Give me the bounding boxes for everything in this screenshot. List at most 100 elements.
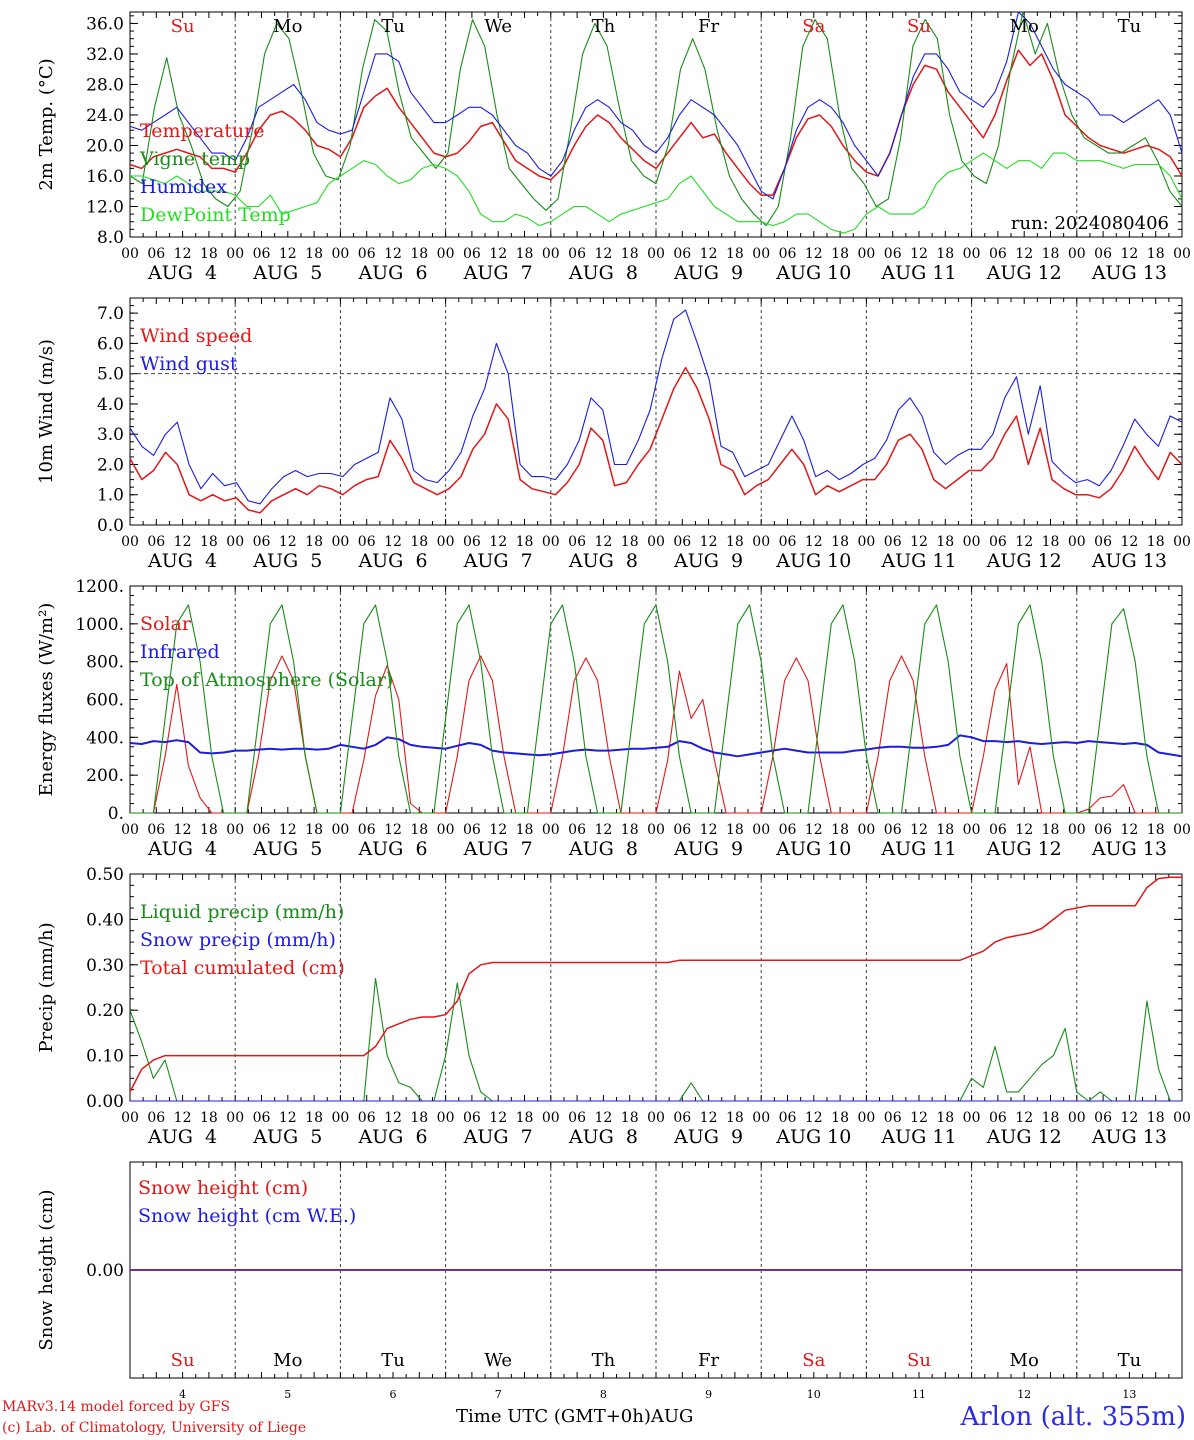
hour-label: 12: [384, 822, 402, 838]
hour-label: 12: [700, 822, 718, 838]
weekday-label: Su: [171, 1350, 195, 1371]
day-label: AUG 11: [880, 262, 956, 284]
hour-label: 12: [1120, 822, 1138, 838]
hour-label: 06: [358, 534, 376, 550]
hour-label: 00: [437, 246, 455, 262]
day-label: AUG 8: [568, 838, 638, 860]
station-label: Arlon (alt. 355m): [960, 1402, 1186, 1432]
legend-entry: Top of Atmosphere (Solar): [140, 669, 393, 691]
hour-label: 12: [805, 822, 823, 838]
hour-label: 12: [805, 534, 823, 550]
hour-label: 18: [516, 1110, 534, 1126]
hour-label: 00: [1068, 534, 1086, 550]
hour-label: 06: [884, 822, 902, 838]
y-tick-label: 36.0: [86, 14, 124, 34]
hour-label: 06: [253, 534, 271, 550]
weekday-label: Fr: [698, 1350, 719, 1371]
y-tick-label: 3.0: [97, 425, 124, 445]
hour-label: 12: [594, 246, 612, 262]
legend-entry: Temperature: [140, 120, 264, 142]
y-tick-label: 2.0: [97, 455, 124, 475]
hour-label: 12: [174, 246, 192, 262]
hour-label: 06: [884, 246, 902, 262]
hour-label: 00: [542, 534, 560, 550]
hour-label: 06: [147, 822, 165, 838]
hour-label: 00: [963, 534, 981, 550]
legend-entry: Infrared: [140, 641, 220, 663]
day-label: AUG 11: [880, 550, 956, 572]
hour-label: 00: [857, 1110, 875, 1126]
hour-label: 12: [1120, 1110, 1138, 1126]
weekday-label: Su: [907, 16, 931, 37]
weekday-label: Th: [592, 1350, 616, 1371]
y-tick-label: 20.0: [86, 136, 124, 156]
hour-label: 00: [542, 1110, 560, 1126]
day-label: AUG 10: [775, 550, 851, 572]
hour-label: 06: [568, 534, 586, 550]
y-tick-label: 600.: [86, 691, 124, 711]
lab-credit: (c) Lab. of Climatology, University of L…: [2, 1420, 307, 1436]
hour-label: 18: [305, 822, 323, 838]
hour-label: 18: [621, 246, 639, 262]
y-tick-label: 0.: [108, 804, 124, 824]
hour-label: 18: [410, 534, 428, 550]
day-label: AUG 6: [357, 550, 427, 572]
hour-label: 00: [542, 822, 560, 838]
hour-label: 06: [358, 1110, 376, 1126]
hour-label: 00: [752, 534, 770, 550]
hour-label: 18: [410, 822, 428, 838]
hour-label: 06: [147, 246, 165, 262]
hour-label: 12: [489, 1110, 507, 1126]
hour-label: 06: [568, 822, 586, 838]
hour-label: 12: [279, 1110, 297, 1126]
hour-label: 06: [147, 1110, 165, 1126]
y-tick-label: 200.: [86, 766, 124, 786]
hour-label: 06: [358, 822, 376, 838]
hour-label: 12: [805, 246, 823, 262]
day-number: 8: [600, 1388, 607, 1401]
hour-label: 12: [700, 534, 718, 550]
day-label: AUG 5: [252, 1126, 322, 1148]
hour-label: 00: [331, 1110, 349, 1126]
y-tick-label: 24.0: [86, 106, 124, 126]
day-label: AUG 7: [463, 550, 533, 572]
day-label: AUG 12: [986, 1126, 1062, 1148]
hour-label: 06: [989, 1110, 1007, 1126]
hour-label: 12: [489, 246, 507, 262]
series-line: [129, 366, 1183, 514]
day-label: AUG 13: [1091, 838, 1167, 860]
hour-label: 18: [410, 1110, 428, 1126]
hour-label: 12: [174, 534, 192, 550]
y-tick-label: 1000.: [75, 615, 124, 635]
series-line: [129, 11, 1183, 200]
y-tick-label: 0.0: [97, 516, 124, 536]
day-label: AUG 5: [252, 262, 322, 284]
hour-label: 00: [857, 246, 875, 262]
hour-label: 18: [936, 246, 954, 262]
y-tick-label: 0.20: [86, 1001, 124, 1021]
hour-label: 18: [621, 534, 639, 550]
hour-label: 06: [463, 822, 481, 838]
y-tick-label: 12.0: [86, 197, 124, 217]
hour-label: 00: [1173, 822, 1191, 838]
hour-label: 12: [700, 1110, 718, 1126]
y-tick-label: 7.0: [97, 304, 124, 324]
hour-label: 18: [831, 822, 849, 838]
hour-label: 18: [410, 246, 428, 262]
y-axis-title: Snow height (cm): [36, 1189, 57, 1350]
weekday-label: Mo: [273, 16, 302, 37]
day-label: AUG 7: [463, 262, 533, 284]
hour-label: 18: [1042, 534, 1060, 550]
hour-label: 12: [805, 1110, 823, 1126]
hour-label: 00: [752, 822, 770, 838]
day-label: AUG 12: [986, 550, 1062, 572]
hour-label: 12: [384, 534, 402, 550]
y-tick-label: 0.10: [86, 1047, 124, 1067]
hour-label: 00: [752, 1110, 770, 1126]
hour-label: 12: [700, 246, 718, 262]
weekday-label: Mo: [1010, 16, 1039, 37]
legend-entry: Total cumulated (cm): [140, 957, 345, 979]
day-label: AUG 4: [147, 550, 217, 572]
hour-label: 06: [1094, 246, 1112, 262]
y-tick-label: 0.50: [86, 865, 124, 885]
